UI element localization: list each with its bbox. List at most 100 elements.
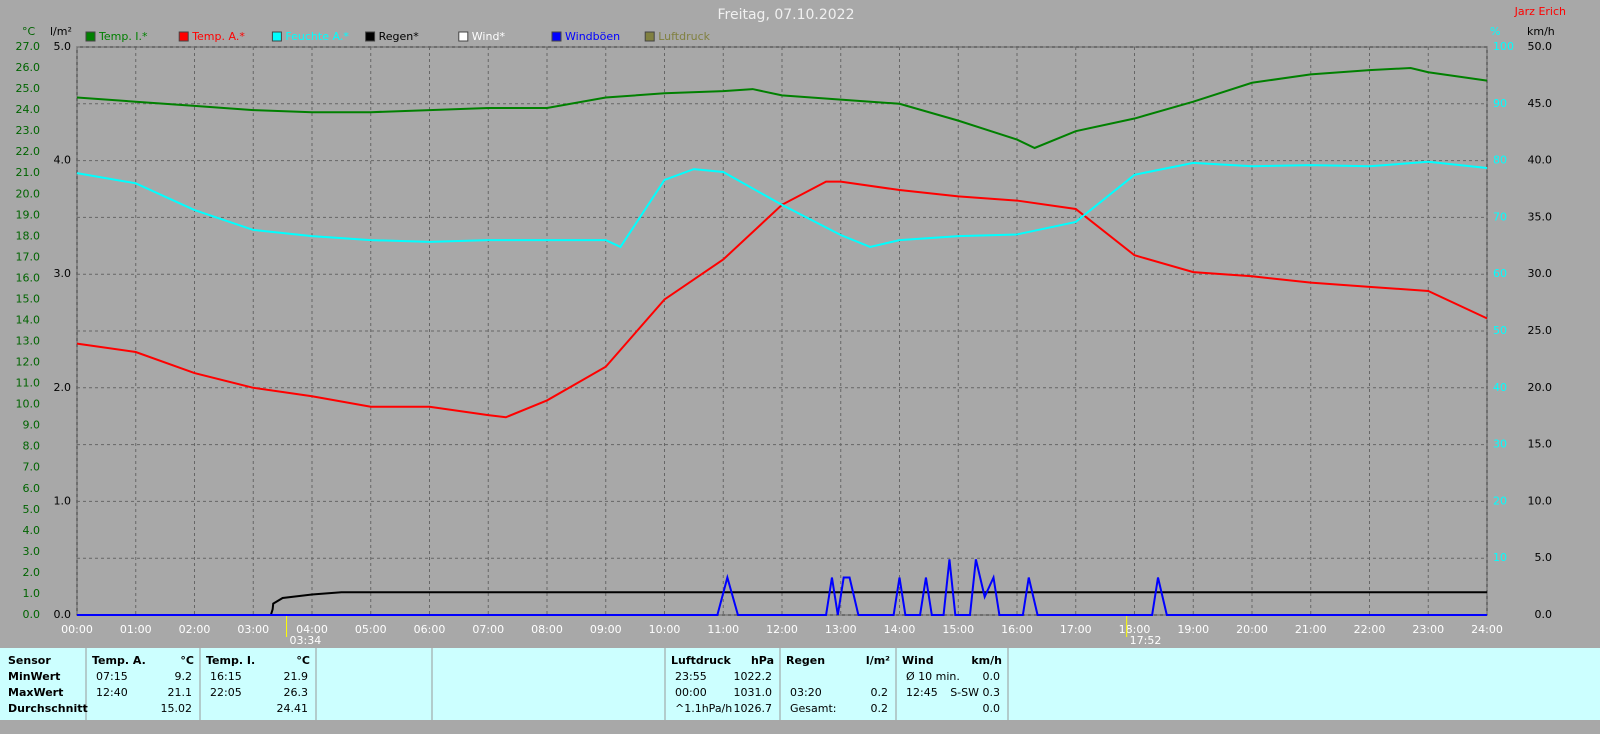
x-tick-label: 08:00 xyxy=(531,623,563,636)
x-tick-label: 07:00 xyxy=(472,623,504,636)
y4-tick-label: 5.0 xyxy=(1535,551,1553,564)
y-tick-label: 14.0 xyxy=(16,313,41,326)
y-tick-label: 15.0 xyxy=(16,292,41,305)
title: Freitag, 07.10.2022 xyxy=(718,7,855,23)
y4-tick-label: 50.0 xyxy=(1528,40,1553,53)
x-tick-label: 23:00 xyxy=(1412,623,1444,636)
series-line xyxy=(76,67,1488,150)
stats-title: Regen xyxy=(786,654,825,667)
stats-panel xyxy=(0,648,1600,720)
y-tick-label: 4.0 xyxy=(23,524,41,537)
x-tick-label: 02:00 xyxy=(179,623,211,636)
stats-unit: l/m² xyxy=(866,654,890,667)
stats-label: Durchschnitt xyxy=(8,702,88,715)
x-tick-label: 17:00 xyxy=(1060,623,1092,636)
y4-tick-label: 20.0 xyxy=(1528,381,1553,394)
y3-tick-label: 100 xyxy=(1493,40,1514,53)
x-tick-label: 09:00 xyxy=(590,623,622,636)
y-tick-label: 20.0 xyxy=(16,187,41,200)
y3-tick-label: 10 xyxy=(1493,551,1507,564)
x-tick-label: 16:00 xyxy=(1001,623,1033,636)
legend-label: Wind* xyxy=(472,30,506,43)
x-tick-label: 13:00 xyxy=(825,623,857,636)
stats-time: 22:05 xyxy=(210,686,242,699)
legend-label: Windböen xyxy=(565,30,620,43)
y-tick-label: 13.0 xyxy=(16,335,41,348)
x-tick-label: 06:00 xyxy=(414,623,446,636)
sun-marker-label: 03:34 xyxy=(290,634,322,647)
legend-swatch xyxy=(551,31,562,42)
stats-time: 03:20 xyxy=(790,686,822,699)
y2-unit: l/m² xyxy=(50,25,72,38)
y2-tick-label: 0.0 xyxy=(54,608,72,621)
y3-tick-label: 90 xyxy=(1493,97,1507,110)
y4-tick-label: 25.0 xyxy=(1528,324,1553,337)
y2-tick-label: 2.0 xyxy=(54,381,72,394)
y-tick-label: 2.0 xyxy=(23,566,41,579)
stats-value: 1026.7 xyxy=(734,702,773,715)
y4-tick-label: 30.0 xyxy=(1528,267,1553,280)
y-tick-label: 5.0 xyxy=(23,503,41,516)
stats-time: ^1.1hPa/h xyxy=(675,702,732,715)
y-tick-label: 3.0 xyxy=(23,545,41,558)
legend-label: Regen* xyxy=(379,30,420,43)
y-tick-label: 18.0 xyxy=(16,229,41,242)
legend-label: Temp. A.* xyxy=(191,30,245,43)
y-tick-label: 24.0 xyxy=(16,103,41,116)
y-tick-label: 8.0 xyxy=(23,440,41,453)
stats-value: 1031.0 xyxy=(734,686,773,699)
x-tick-label: 22:00 xyxy=(1354,623,1386,636)
x-tick-label: 24:00 xyxy=(1471,623,1503,636)
stats-time: 12:45 xyxy=(906,686,938,699)
stats-label: Sensor xyxy=(8,654,51,667)
stats-unit: °C xyxy=(180,654,194,667)
stats-value: 24.41 xyxy=(277,702,309,715)
legend-swatch xyxy=(458,31,469,42)
stats-time: Ø 10 min. xyxy=(906,670,960,683)
y-tick-label: 1.0 xyxy=(23,587,41,600)
y3-tick-label: 80 xyxy=(1493,154,1507,167)
y-tick-label: 27.0 xyxy=(16,40,41,53)
y-tick-label: 12.0 xyxy=(16,356,41,369)
stats-value: 0.2 xyxy=(871,702,889,715)
x-tick-label: 14:00 xyxy=(884,623,916,636)
y3-tick-label: 70 xyxy=(1493,210,1507,223)
y3-tick-label: 20 xyxy=(1493,494,1507,507)
stats-value: 1022.2 xyxy=(734,670,773,683)
y-unit: °C xyxy=(22,25,36,38)
stats-value: 21.9 xyxy=(284,670,309,683)
x-tick-label: 04:00 xyxy=(296,623,328,636)
y-tick-label: 11.0 xyxy=(16,377,41,390)
stats-dividers xyxy=(85,648,1009,720)
y3-tick-label: 40 xyxy=(1493,381,1507,394)
legend-swatch xyxy=(365,31,376,42)
legend-label: Luftdruck xyxy=(658,30,710,43)
x-tick-label: 20:00 xyxy=(1236,623,1268,636)
y2-tick-label: 5.0 xyxy=(54,40,72,53)
x-tick-label: 10:00 xyxy=(649,623,681,636)
stats-value: 15.02 xyxy=(161,702,193,715)
stats-value: 26.3 xyxy=(284,686,309,699)
legend-swatch xyxy=(271,31,282,42)
stats-time: 12:40 xyxy=(96,686,128,699)
x-tick-label: 21:00 xyxy=(1295,623,1327,636)
stats-value: 0.0 xyxy=(983,702,1001,715)
y3-unit: % xyxy=(1490,25,1500,38)
stats-value: 0.0 xyxy=(983,670,1001,683)
y4-tick-label: 10.0 xyxy=(1528,494,1553,507)
stats-title: Luftdruck xyxy=(671,654,732,667)
y2-tick-label: 3.0 xyxy=(54,267,72,280)
stats-title: Wind xyxy=(902,654,934,667)
stats-value: 21.1 xyxy=(168,686,193,699)
stats-value: S-SW 0.3 xyxy=(950,686,1000,699)
stats-time: 00:00 xyxy=(675,686,707,699)
y-tick-label: 26.0 xyxy=(16,61,41,74)
y4-tick-label: 45.0 xyxy=(1528,97,1553,110)
stats-label: MinWert xyxy=(8,670,60,683)
y4-unit: km/h xyxy=(1527,25,1555,38)
stats-time: 07:15 xyxy=(96,670,128,683)
x-tick-label: 05:00 xyxy=(355,623,387,636)
stats-value: 9.2 xyxy=(175,670,193,683)
